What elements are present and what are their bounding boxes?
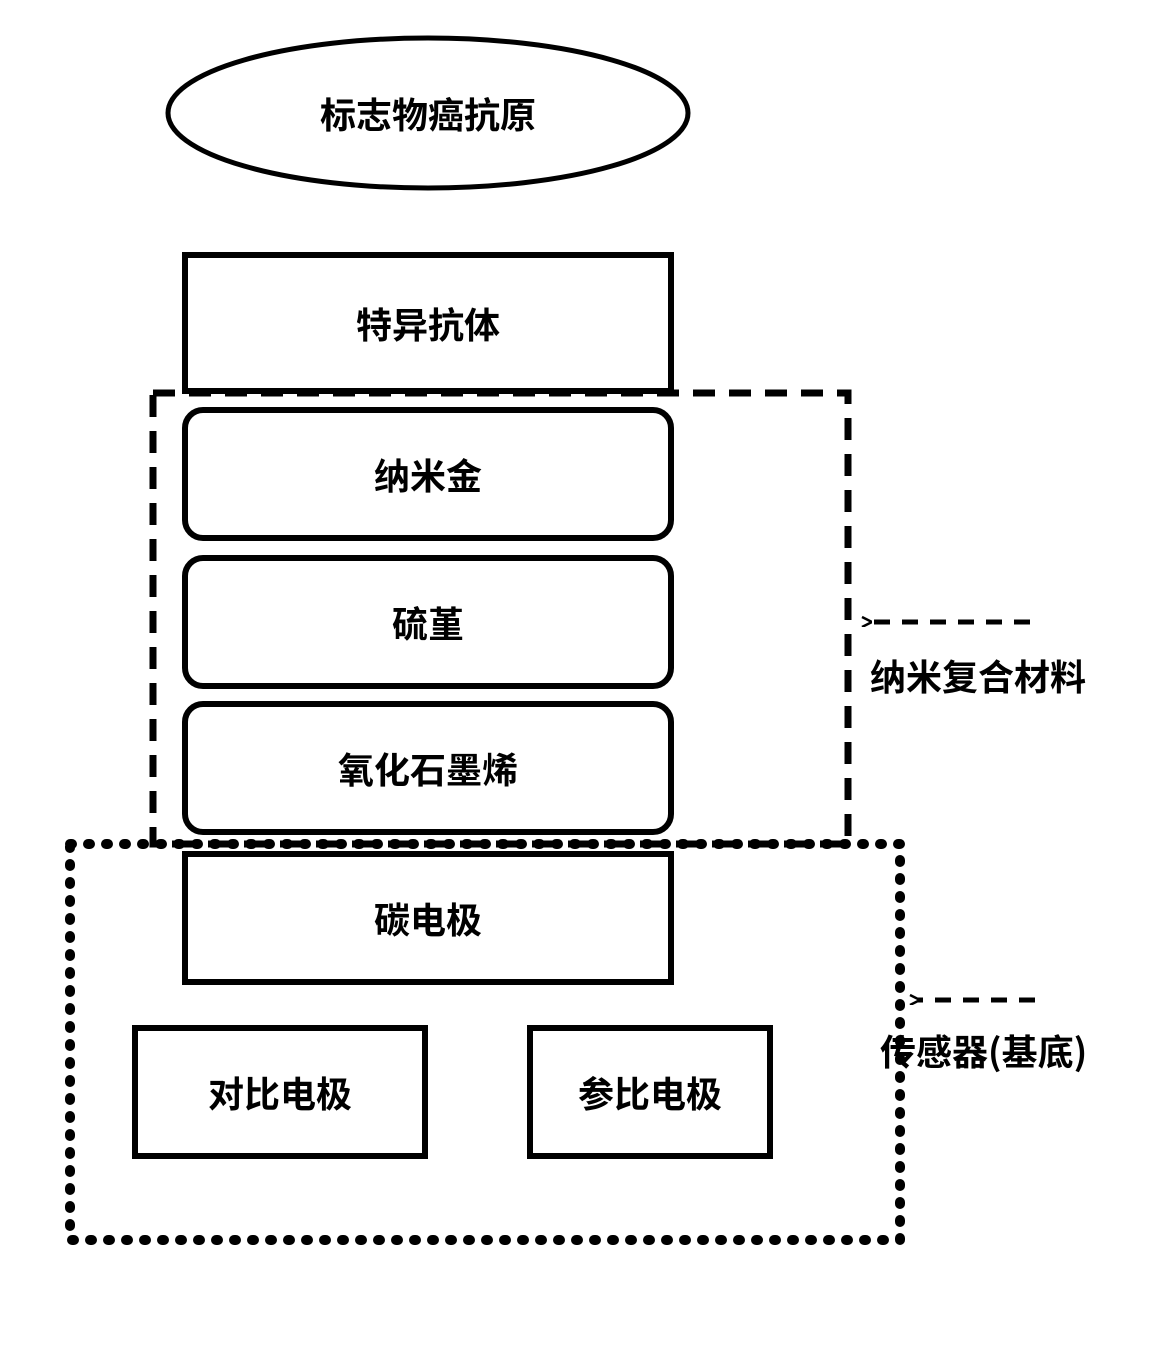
specific-antibody-label: 特异抗体 <box>356 297 500 349</box>
marker-antigen-label: 标志物癌抗原 <box>320 87 536 139</box>
nano-gold-label: 纳米金 <box>374 448 482 500</box>
graphene-oxide-label: 氧化石墨烯 <box>338 742 518 794</box>
counter-electrode-label: 对比电极 <box>208 1066 352 1118</box>
carbon-electrode-label: 碳电极 <box>374 892 482 944</box>
nanocomposite-label: 纳米复合材料 <box>870 649 1086 701</box>
sensor-label: 传感器(基底) <box>880 1024 1087 1076</box>
thionine-label: 硫堇 <box>392 596 464 648</box>
reference-electrode-label: 参比电极 <box>578 1066 722 1118</box>
